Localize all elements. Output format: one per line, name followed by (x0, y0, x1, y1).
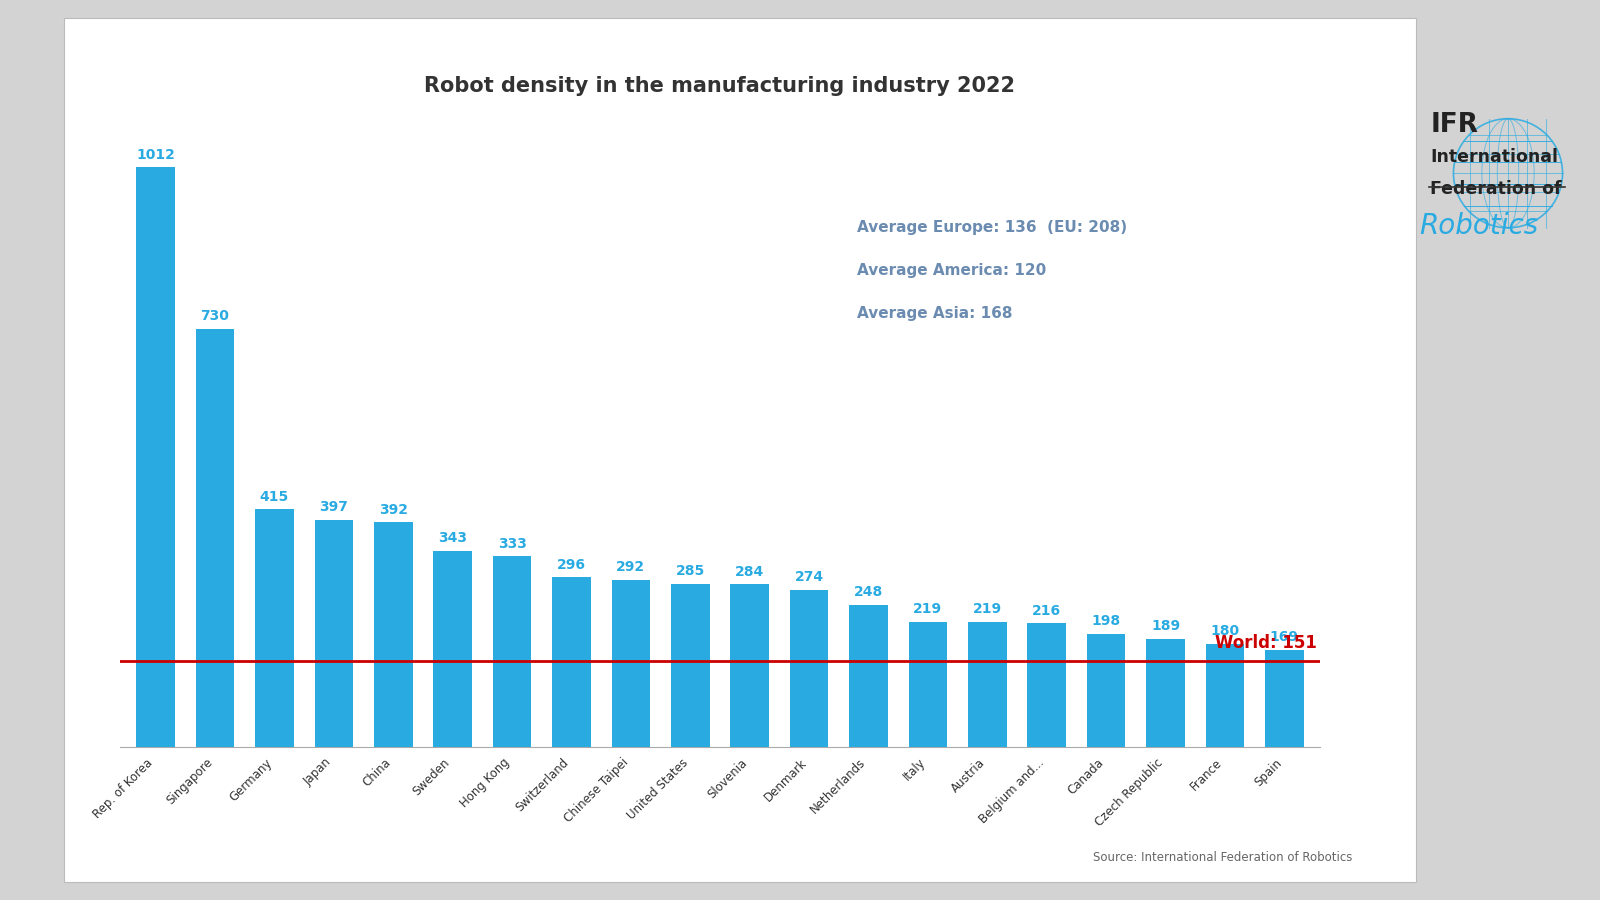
Text: Average Europe: 136  (EU: 208): Average Europe: 136 (EU: 208) (856, 220, 1126, 235)
Text: 333: 333 (498, 536, 526, 551)
Text: 343: 343 (438, 531, 467, 544)
Text: Federation of: Federation of (1430, 180, 1562, 198)
Text: 189: 189 (1150, 619, 1181, 633)
Bar (670, 584, 710, 747)
Bar (909, 622, 947, 747)
Bar (1027, 624, 1066, 747)
Text: 1012: 1012 (136, 148, 174, 162)
Bar (493, 556, 531, 747)
Bar (1086, 634, 1125, 747)
Text: 397: 397 (320, 500, 349, 514)
Text: 296: 296 (557, 558, 586, 572)
Bar (790, 590, 829, 747)
Text: 248: 248 (854, 585, 883, 599)
Bar (195, 328, 234, 747)
Bar (315, 519, 354, 747)
Bar (374, 523, 413, 747)
Text: 198: 198 (1091, 614, 1120, 628)
Title: Robot density in the manufacturing industry 2022: Robot density in the manufacturing indus… (424, 76, 1016, 96)
Text: 292: 292 (616, 560, 645, 574)
Text: 285: 285 (675, 564, 706, 578)
Bar (254, 509, 294, 747)
Text: 284: 284 (734, 564, 765, 579)
Bar (850, 605, 888, 747)
Text: Average America: 120: Average America: 120 (856, 263, 1046, 278)
Text: International: International (1430, 148, 1558, 166)
Text: 216: 216 (1032, 604, 1061, 617)
Text: Source: International Federation of Robotics: Source: International Federation of Robo… (1093, 851, 1352, 864)
Text: IFR: IFR (1430, 112, 1478, 139)
Text: World: 151: World: 151 (1214, 634, 1317, 652)
Bar (968, 622, 1006, 747)
Text: Average Asia: 168: Average Asia: 168 (856, 306, 1013, 321)
Text: 169: 169 (1270, 631, 1299, 644)
Bar (611, 580, 650, 747)
Text: 219: 219 (914, 602, 942, 616)
Bar (1206, 644, 1245, 747)
Bar (434, 551, 472, 747)
Text: Robotics: Robotics (1419, 212, 1539, 239)
Text: 392: 392 (379, 503, 408, 517)
Bar (730, 584, 770, 747)
Text: 274: 274 (795, 571, 824, 584)
Bar (1266, 650, 1304, 747)
Text: 730: 730 (200, 310, 229, 323)
Text: 219: 219 (973, 602, 1002, 616)
Bar (1146, 639, 1186, 747)
Text: 415: 415 (259, 490, 290, 504)
Bar (136, 167, 174, 747)
Bar (552, 578, 590, 747)
Text: 180: 180 (1210, 625, 1240, 638)
